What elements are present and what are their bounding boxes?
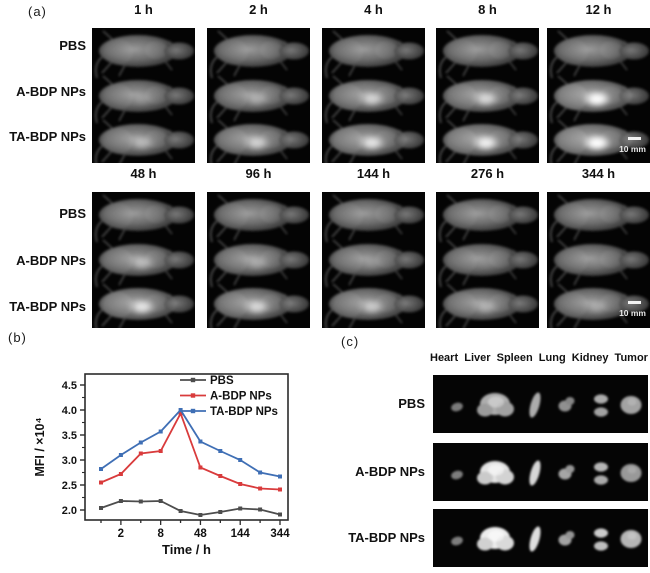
mouse-imaging-panel-2-h (207, 28, 310, 168)
group-label-ta-bdp-nps: TA-BDP NPs (9, 299, 86, 314)
time-label-12-h: 12 h (585, 2, 612, 17)
mfi-chart-svg: 2.0 2.5 3.0 3.5 4.0 4.5 2 8 48 144 344 PBS A-BDP N… (33, 373, 290, 557)
mouse-fluorescence-image (322, 192, 425, 332)
group-label-a-bdp-nps: A-BDP NPs (16, 84, 86, 99)
series-line-pbs (100, 500, 281, 516)
legend-item-pbs: PBS (180, 375, 234, 387)
svg-text:144: 144 (231, 528, 251, 540)
svg-text:2: 2 (118, 528, 124, 540)
svg-text:344: 344 (270, 528, 290, 540)
mouse-fluorescence-image (322, 28, 425, 168)
svg-text:A-BDP NPs: A-BDP NPs (210, 391, 272, 403)
panel-c-label: (c) (341, 334, 360, 349)
mouse-imaging-panel-4-h (322, 28, 425, 168)
legend-item-a-bdp-nps: A-BDP NPs (180, 391, 272, 403)
series-line-ta-bdp-nps (100, 408, 281, 478)
svg-text:8: 8 (157, 528, 164, 540)
mouse-imaging-panel-1-h (92, 28, 195, 168)
x-axis-title: Time / h (162, 542, 211, 557)
organ-image (433, 443, 648, 501)
svg-text:2.0: 2.0 (62, 505, 77, 517)
organ-row-label-pbs: PBS (398, 396, 425, 411)
svg-text:10 mm: 10 mm (619, 308, 646, 318)
svg-text:4.0: 4.0 (62, 405, 77, 417)
time-label-276-h: 276 h (470, 166, 505, 181)
organ-label-heart: Heart (430, 352, 459, 364)
organ-image (433, 509, 648, 567)
mouse-fluorescence-image (436, 28, 539, 168)
organ-label-liver: Liver (464, 352, 491, 364)
panel-b-label: (b) (8, 330, 27, 345)
time-label-144-h: 144 h (356, 166, 391, 181)
time-label-8-h: 8 h (478, 2, 497, 17)
mouse-fluorescence-image (436, 192, 539, 332)
series-line-a-bdp-nps (100, 411, 281, 491)
organ-label-kidney: Kidney (571, 352, 609, 364)
time-label-2-h: 2 h (249, 2, 268, 17)
mouse-imaging-panel-96-h (207, 192, 310, 332)
mouse-imaging-panel-276-h (436, 192, 539, 332)
mouse-imaging-panel-8-h (436, 28, 539, 168)
svg-text:3.0: 3.0 (62, 455, 77, 467)
time-label-1-h: 1 h (134, 2, 153, 17)
mfi-line-chart: 2.0 2.5 3.0 3.5 4.0 4.5 2 8 48 144 344 PBS A-BDP N… (30, 360, 298, 568)
svg-text:PBS: PBS (210, 375, 234, 387)
time-label-4-h: 4 h (364, 2, 383, 17)
mouse-imaging-panel-12-h: 10 mm (547, 28, 650, 168)
group-label-pbs: PBS (59, 38, 86, 53)
mouse-fluorescence-image (92, 192, 195, 332)
mouse-imaging-panel-144-h (322, 192, 425, 332)
organ-strip-a-bdp-nps (433, 443, 648, 501)
mouse-fluorescence-image (207, 28, 310, 168)
scale-bar: 10 mm (619, 301, 646, 318)
svg-text:48: 48 (194, 528, 207, 540)
time-label-48-h: 48 h (130, 166, 157, 181)
group-label-ta-bdp-nps: TA-BDP NPs (9, 129, 86, 144)
svg-text:4.5: 4.5 (62, 380, 77, 392)
mouse-imaging-panel-344-h: 10 mm (547, 192, 650, 332)
svg-text:10 mm: 10 mm (619, 144, 646, 154)
organ-label-tumor: Tumor (614, 352, 648, 364)
organ-row-label-a-bdp-nps: A-BDP NPs (355, 464, 425, 479)
group-label-pbs: PBS (59, 206, 86, 221)
organ-row-label-ta-bdp-nps: TA-BDP NPs (348, 530, 425, 545)
organ-image (433, 375, 648, 433)
organ-strip-ta-bdp-nps (433, 509, 648, 567)
organ-strip-pbs (433, 375, 648, 433)
svg-text:2.5: 2.5 (62, 480, 77, 492)
mouse-fluorescence-image: 10 mm (547, 192, 650, 332)
mouse-fluorescence-image (92, 28, 195, 168)
organ-label-lung: Lung (538, 352, 566, 364)
legend-item-ta-bdp-nps: TA-BDP NPs (180, 406, 278, 418)
organ-labels-row: Heart Liver Spleen Lung Kidney Tumor (430, 352, 648, 364)
mouse-fluorescence-image: 10 mm (547, 28, 650, 168)
time-label-96-h: 96 h (245, 166, 272, 181)
mouse-imaging-panel-48-h (92, 192, 195, 332)
panel-a-label: (a) (28, 4, 47, 19)
y-axis-title: MFI / ×10⁴ (33, 417, 47, 476)
time-label-344-h: 344 h (581, 166, 616, 181)
group-label-a-bdp-nps: A-BDP NPs (16, 253, 86, 268)
organ-label-spleen: Spleen (496, 352, 533, 364)
svg-text:3.5: 3.5 (62, 430, 77, 442)
scale-bar: 10 mm (619, 137, 646, 154)
mouse-fluorescence-image (207, 192, 310, 332)
svg-text:TA-BDP NPs: TA-BDP NPs (210, 406, 278, 418)
